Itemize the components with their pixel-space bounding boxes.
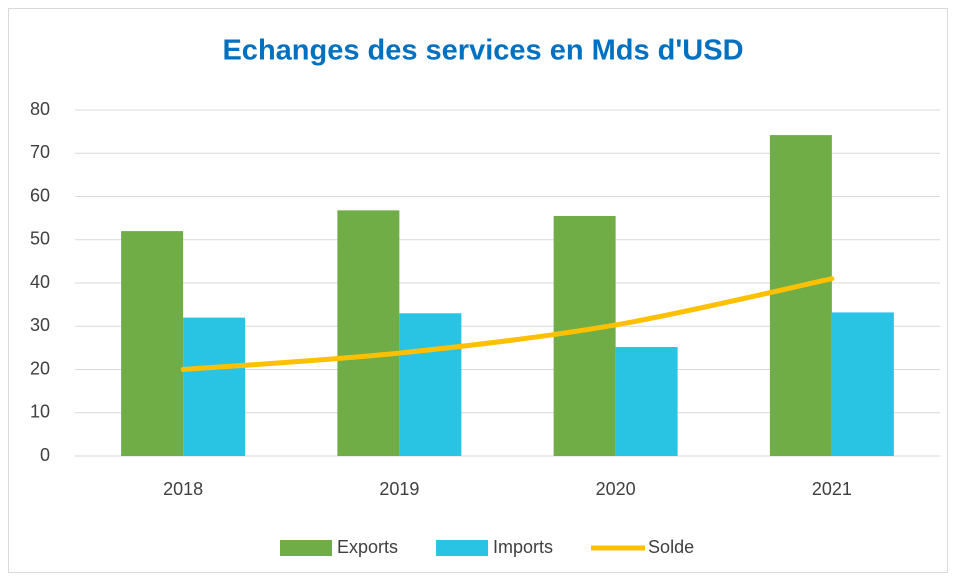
bar — [399, 313, 462, 456]
bar — [615, 347, 678, 456]
y-tick-label: 0 — [40, 445, 50, 465]
y-tick-label: 50 — [30, 229, 50, 249]
y-tick-label: 30 — [30, 315, 50, 335]
y-tick-label: 10 — [30, 402, 50, 422]
bar — [831, 312, 894, 456]
x-tick-label: 2019 — [379, 479, 419, 499]
bar — [769, 135, 832, 456]
legend-label: Solde — [648, 537, 694, 557]
y-tick-label: 60 — [30, 185, 50, 205]
chart-title: Echanges des services en Mds d'USD — [222, 35, 743, 67]
x-tick-label: 2018 — [163, 479, 203, 499]
line — [180, 276, 835, 372]
y-tick-label: 20 — [30, 358, 50, 378]
x-tick-label: 2020 — [596, 479, 636, 499]
legend-label: Exports — [337, 537, 398, 557]
y-tick-label: 40 — [30, 272, 50, 292]
x-tick-label: 2021 — [812, 479, 852, 499]
legend-label: Imports — [493, 537, 553, 557]
y-tick-label: 70 — [30, 142, 50, 162]
y-tick-label: 80 — [30, 99, 50, 119]
bar — [553, 215, 616, 456]
bar — [337, 210, 400, 456]
legend-swatch — [436, 540, 489, 556]
bar — [183, 317, 246, 456]
bar — [121, 231, 184, 456]
legend-swatch — [280, 540, 332, 556]
